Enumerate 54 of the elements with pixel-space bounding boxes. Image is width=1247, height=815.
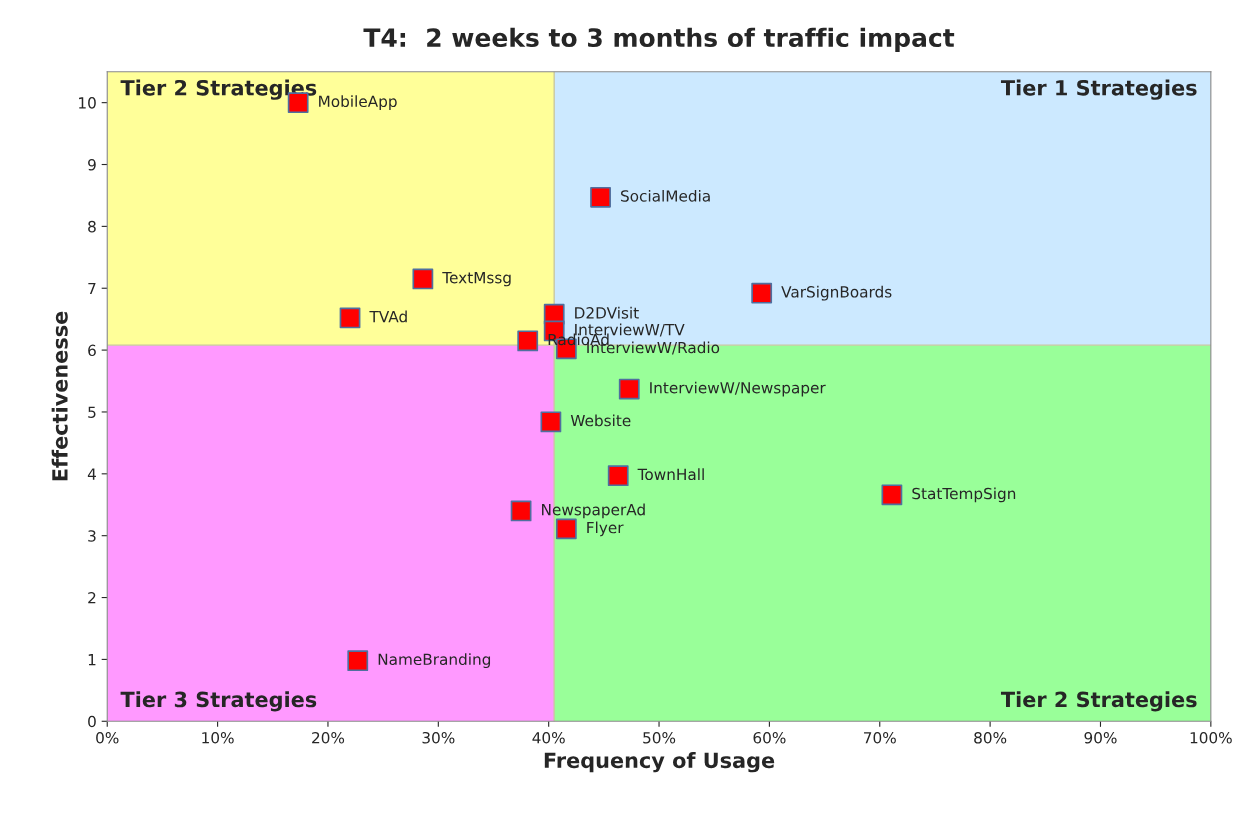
y-tick-label: 9 [88, 158, 96, 171]
point [510, 500, 532, 522]
x-tick-label: 20% [312, 731, 345, 744]
point [555, 518, 577, 540]
annotation: Tier 2 Strategies [1000, 691, 1197, 712]
x-axis-title: Frequency of Usage [544, 752, 775, 773]
annotation: VarSignBoards [781, 285, 892, 301]
point [751, 282, 773, 304]
x-tick-label: 40% [532, 731, 565, 744]
x-tick-label: 70% [864, 731, 896, 744]
point [412, 268, 434, 290]
annotation: StatTempSign [912, 487, 1016, 503]
x-tick-label: 80% [974, 731, 1007, 744]
annotation: SocialMedia [621, 189, 710, 202]
x-tick-label: 50% [643, 731, 676, 744]
annotation: MobileApp [319, 95, 397, 111]
point [540, 411, 562, 433]
x-tick-label: 60% [753, 731, 786, 744]
y-tick-label: 8 [88, 220, 96, 233]
annotation: Tier 3 Strategies [120, 691, 317, 712]
y-tick-label: 0 [88, 715, 96, 728]
x-tick-label: 30% [422, 731, 455, 744]
y-tick-label: 2 [88, 592, 96, 604]
chart-title: T4: 2 weeks to 3 months of traffic impact [363, 27, 955, 52]
annotation: InterviewW/Newspaper [650, 381, 826, 397]
annotation: TextMssg [442, 272, 511, 287]
y-tick-label: 6 [88, 344, 96, 357]
point [590, 186, 611, 208]
y-axis-title: Effectivenesse [51, 311, 68, 481]
annotation: TVAd [369, 310, 407, 323]
y-tick-label: 3 [88, 530, 96, 542]
annotation: Tier 1 Strategies [1000, 79, 1197, 100]
annotation: Website [570, 414, 631, 427]
y-tick-label: 7 [88, 282, 96, 295]
annotation: NameBranding [378, 653, 491, 669]
y-tick-label: 1 [88, 654, 96, 666]
annotation: Tier 2 Strategies [120, 79, 317, 100]
y-tick-label: 10 [79, 97, 96, 109]
annotation: TownHall [637, 468, 704, 481]
y-tick-label: 4 [87, 468, 96, 480]
x-tick-label: 100% [1190, 731, 1232, 744]
point [881, 484, 903, 506]
y-tick-label: 5 [88, 406, 96, 418]
x-tick-label: 0% [96, 731, 119, 744]
point [607, 465, 629, 487]
point [347, 650, 369, 672]
point [339, 307, 361, 329]
annotation: Flyer [587, 521, 624, 537]
x-tick-label: 90% [1084, 731, 1117, 744]
annotation: D2DVisit [575, 306, 639, 319]
x-tick-label: 10% [202, 731, 234, 744]
point [618, 378, 640, 400]
point [517, 330, 539, 352]
annotation: NewspaperAd [542, 503, 645, 519]
